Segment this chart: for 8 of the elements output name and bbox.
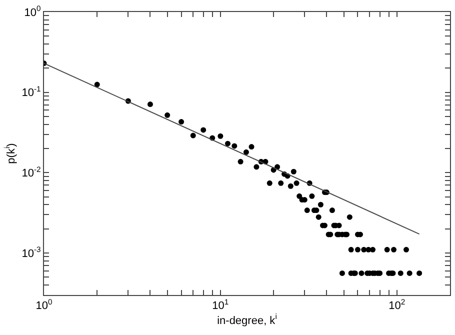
- x-axis-title: in-degree, k$^{i}$: [217, 312, 278, 327]
- x-tick-label: 10$^{2}$: [388, 298, 406, 312]
- y-tick-label: 10$^{-1}$: [22, 84, 41, 100]
- y-tick-label: 10$^{-3}$: [22, 245, 41, 260]
- x-tick-label: 10$^{0}$: [36, 298, 52, 312]
- y-tick-label: 10$^{0}$: [24, 4, 41, 19]
- x-tick-label: 10$^{1}$: [212, 298, 229, 312]
- y-tick-label: 10$^{-2}$: [22, 164, 41, 180]
